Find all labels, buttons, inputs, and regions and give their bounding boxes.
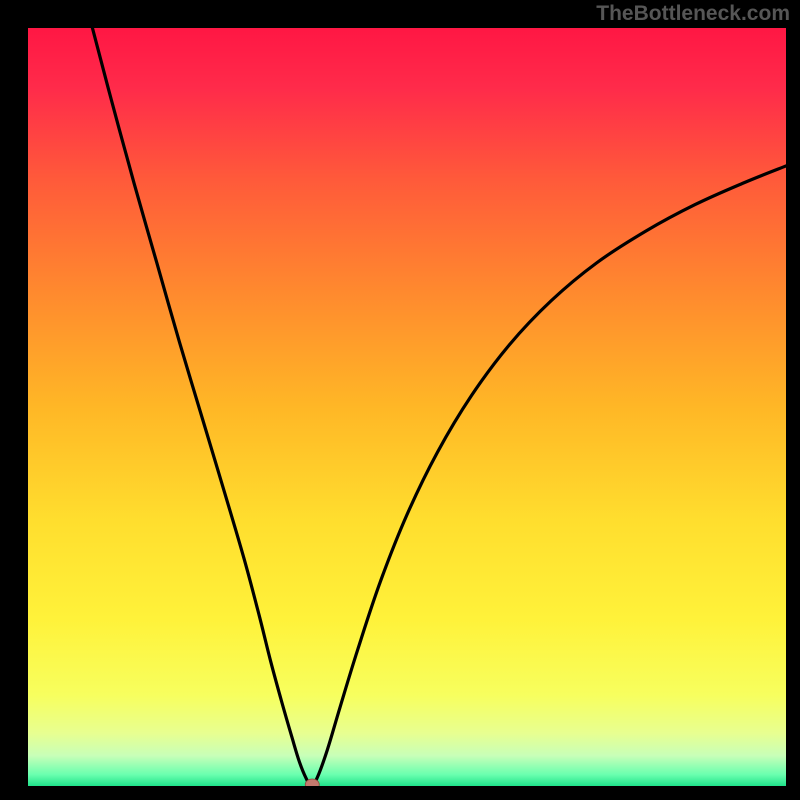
chart-container: TheBottleneck.com [0,0,800,800]
watermark-text: TheBottleneck.com [596,2,790,26]
plot-area [28,28,786,786]
curve-layer [28,28,786,786]
bottleneck-curve [92,28,786,786]
